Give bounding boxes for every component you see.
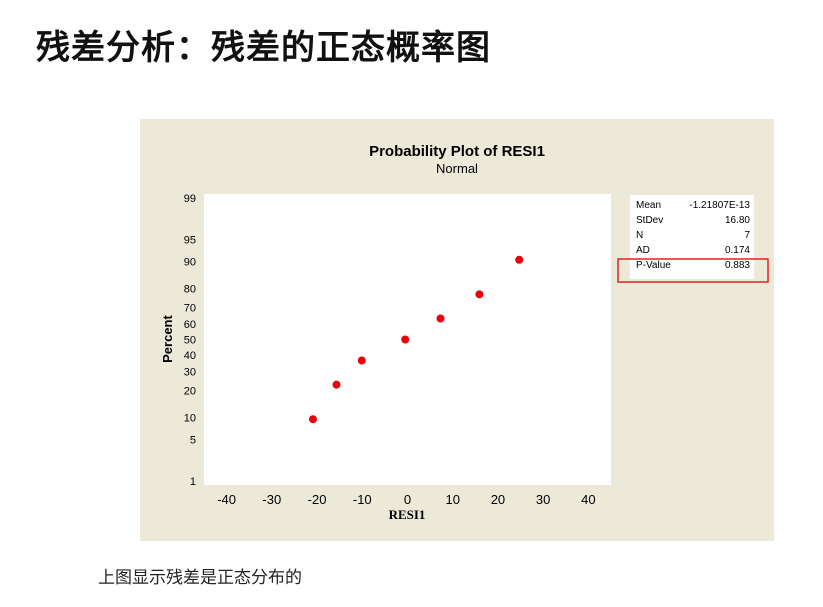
y-tick-label: 80 [184, 283, 196, 295]
stat-label: StDev [636, 215, 663, 226]
data-point [436, 314, 445, 323]
probability-plot: Probability Plot of RESI1 Normal 1 5 10 20 3… [160, 143, 769, 522]
x-tick-label: -20 [308, 492, 327, 507]
y-tick-label: 5 [190, 435, 196, 447]
y-tick-label: 10 [184, 412, 196, 424]
y-tick-label: 20 [184, 386, 196, 398]
x-tick-label: 10 [445, 492, 459, 507]
slide-title: 残差分析：残差的正态概率图 [36, 28, 491, 68]
x-tick-label: 30 [536, 492, 550, 507]
x-tick-label: 20 [491, 492, 505, 507]
y-tick-label: 50 [184, 335, 196, 347]
data-point [401, 335, 410, 344]
stat-label: N [636, 230, 643, 241]
data-point [357, 356, 366, 365]
y-axis-ticks: 1 5 10 20 30 40 50 60 70 80 90 95 99 [184, 193, 196, 488]
stat-value: 0.174 [725, 245, 750, 256]
x-tick-label: -40 [217, 492, 236, 507]
y-tick-label: 1 [190, 476, 196, 488]
y-tick-label: 99 [184, 193, 196, 205]
x-tick-label: -10 [353, 492, 372, 507]
stat-value: 0.883 [725, 260, 750, 271]
data-point [515, 255, 524, 264]
y-tick-label: 90 [184, 257, 196, 269]
chart-title: Probability Plot of RESI1 [369, 143, 545, 160]
y-tick-label: 40 [184, 350, 196, 362]
stat-label: P-Value [636, 260, 671, 271]
caption: 上图显示残差是正态分布的 [98, 568, 302, 588]
stat-value: 16.80 [725, 215, 750, 226]
y-axis-label: Percent [160, 314, 175, 362]
stat-label: Mean [636, 200, 661, 211]
x-axis-label: RESI1 [389, 507, 426, 522]
x-tick-label: 0 [404, 492, 411, 507]
x-axis-ticks: -40 -30 -20 -10 0 10 20 30 40 [217, 492, 595, 507]
y-tick-label: 60 [184, 319, 196, 331]
x-tick-label: -30 [262, 492, 281, 507]
stat-value: -1.21807E-13 [689, 200, 750, 211]
y-tick-label: 70 [184, 303, 196, 315]
y-tick-label: 95 [184, 234, 196, 246]
data-point [475, 290, 484, 299]
stats-box [630, 195, 754, 279]
stats-table: Mean -1.21807E-13 StDev 16.80 N 7 AD 0.174 P-Val… [636, 200, 750, 271]
data-point [332, 380, 341, 389]
stat-value: 7 [744, 230, 750, 241]
x-tick-label: 40 [581, 492, 595, 507]
probability-plot-panel: Probability Plot of RESI1 Normal 1 5 10 20 3… [140, 119, 774, 541]
p-value-highlight [617, 258, 769, 283]
chart-subtitle: Normal [436, 161, 478, 176]
data-points [308, 255, 524, 424]
stat-label: AD [636, 245, 650, 256]
y-tick-label: 30 [184, 366, 196, 378]
data-point [308, 415, 317, 424]
